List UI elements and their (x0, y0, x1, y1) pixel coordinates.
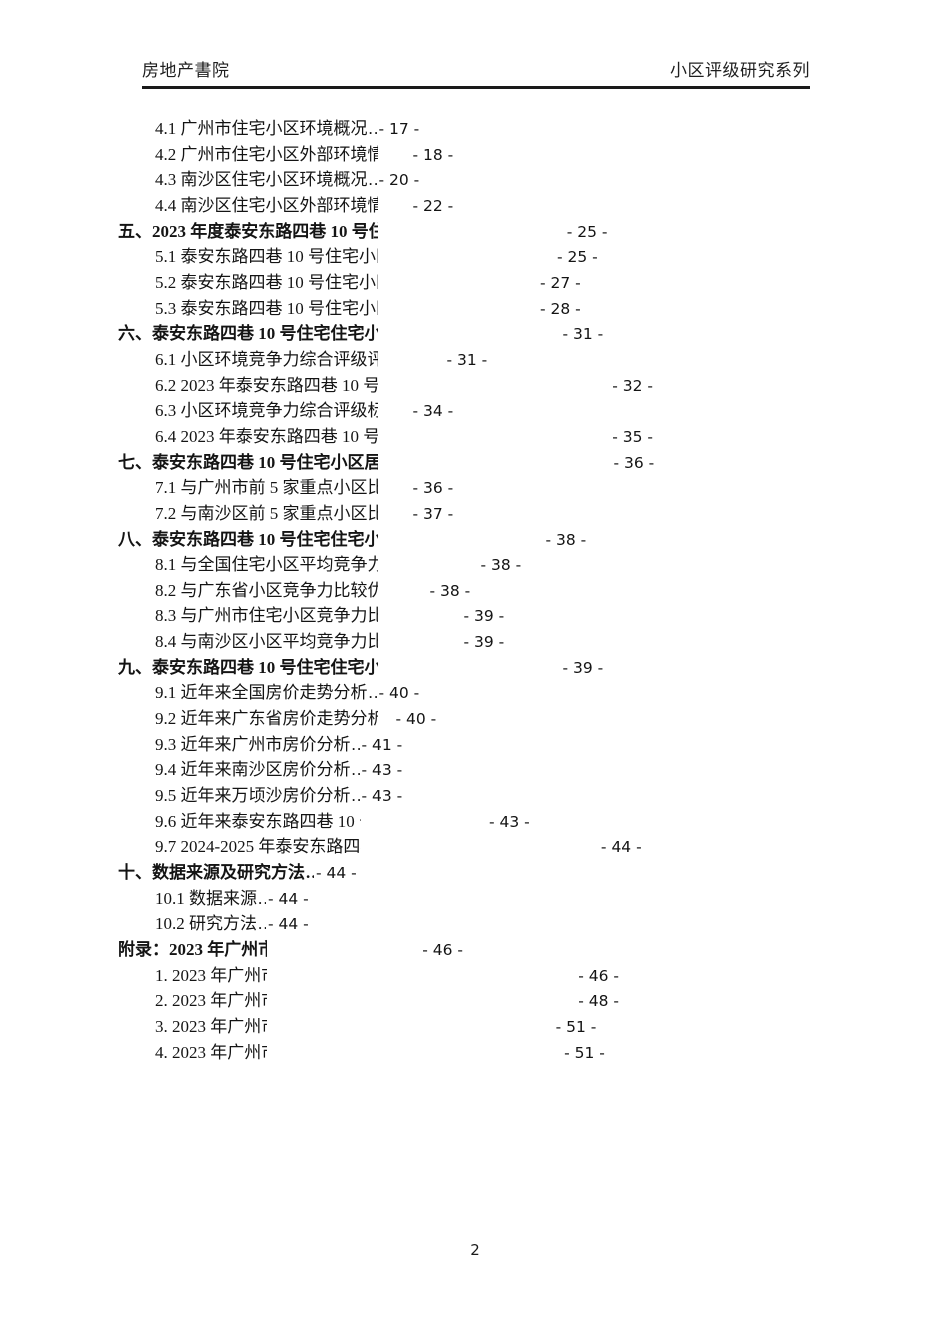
toc-entry[interactable]: 7.1 与广州市前 5 家重点小区比较- 36 - (118, 475, 950, 1344)
toc-entry[interactable]: 4.1 广州市住宅小区环境概况- 17 - (118, 116, 950, 1344)
toc-leader-dots (258, 911, 266, 937)
toc-entry[interactable]: 9.3 近年来广州市房价分析- 41 - (118, 732, 950, 1344)
toc-entry[interactable]: 4.3 南沙区住宅小区环境概况- 20 - (118, 167, 950, 1344)
table-of-contents: 4.1 广州市住宅小区环境概况- 17 -4.2 广州市住宅小区外部环境情况- … (118, 116, 950, 1344)
toc-leader-dots (352, 757, 360, 783)
toc-entry-title: 十、数据来源及研究方法 (118, 863, 305, 883)
footer-page-number: 2 (470, 1241, 480, 1259)
toc-entry[interactable]: 9.2 近年来广东省房价走势分析- 40 - (118, 706, 950, 1344)
toc-entry[interactable]: 附录：2023 年广州市住宅小区百强榜单- 46 - (118, 937, 950, 1344)
toc-entry-title: 4.4 南沙区住宅小区外部环境情况 (155, 195, 402, 215)
header-right-text: 小区评级研究系列 (670, 61, 810, 80)
toc-entry[interactable]: 10.1 数据来源- 44 - (118, 886, 950, 1344)
toc-entry-title: 10.1 数据来源 (155, 888, 257, 908)
page-header: 房地产書院 小区评级研究系列 (142, 56, 810, 89)
toc-leader-dots (352, 783, 360, 809)
toc-page-number: - 51 - (563, 1040, 950, 1344)
toc-leader-dots (306, 860, 314, 886)
toc-entry-title: 9.1 近年来全国房价走势分析 (155, 683, 368, 703)
toc-entry[interactable]: 10.2 研究方法- 44 - (118, 911, 950, 1344)
toc-entry-title: 9.5 近年来万顷沙房价分析 (155, 786, 351, 806)
toc-entry[interactable]: 十、数据来源及研究方法- 44 - (118, 860, 950, 1344)
toc-entry[interactable]: 6.1 小区环境竞争力综合评级评分方法- 31 - (118, 347, 950, 1344)
toc-entry[interactable]: 7.2 与南沙区前 5 家重点小区比较- 37 - (118, 501, 950, 1344)
toc-leader-dots (369, 116, 377, 142)
toc-leader-dots (258, 886, 266, 912)
toc-entry[interactable]: 4.4 南沙区住宅小区外部环境情况- 22 - (118, 193, 950, 1344)
toc-entry-title: 4.1 广州市住宅小区环境概况 (155, 119, 368, 138)
toc-entry[interactable]: 4.2 广州市住宅小区外部环境情况- 18 - (118, 142, 950, 1344)
toc-entry-title: 7.2 与南沙区前 5 家重点小区比较 (155, 503, 402, 523)
toc-entry-title: 9.3 近年来广州市房价分析 (155, 734, 351, 754)
toc-entry-title: 4.2 广州市住宅小区外部环境情况 (155, 144, 402, 164)
toc-entry[interactable]: 9.4 近年来南沙区房价分析- 43 - (118, 757, 950, 1344)
page-footer: 2 (0, 1241, 950, 1259)
toc-leader-dots (369, 167, 377, 193)
toc-entry[interactable]: 9.5 近年来万顷沙房价分析- 43 - (118, 783, 950, 1344)
toc-leader-dots (352, 732, 360, 758)
toc-entry-title: 4.3 南沙区住宅小区环境概况 (155, 170, 368, 190)
toc-entry-title: 9.2 近年来广东省房价走势分析 (155, 709, 385, 729)
toc-entry[interactable]: 6.3 小区环境竞争力综合评级标准- 34 - (118, 398, 950, 1344)
toc-leader-dots (369, 680, 377, 706)
toc-entry[interactable]: 9.1 近年来全国房价走势分析- 40 - (118, 680, 950, 1344)
header-left-text: 房地产書院 (142, 61, 230, 80)
toc-entry-title: 9.4 近年来南沙区房价分析 (155, 760, 351, 780)
toc-entry-title: 6.3 小区环境竞争力综合评级标准 (155, 401, 402, 421)
toc-entry-title: 8.2 与广东省小区竞争力比较优劣势 (155, 580, 419, 600)
toc-entry-title: 7.1 与广州市前 5 家重点小区比较 (155, 478, 402, 498)
toc-entry-title: 6.1 小区环境竞争力综合评级评分方法 (155, 349, 436, 369)
toc-entry[interactable]: 8.2 与广东省小区竞争力比较优劣势- 38 - (118, 578, 950, 1344)
toc-entry-title: 10.2 研究方法 (155, 914, 257, 934)
